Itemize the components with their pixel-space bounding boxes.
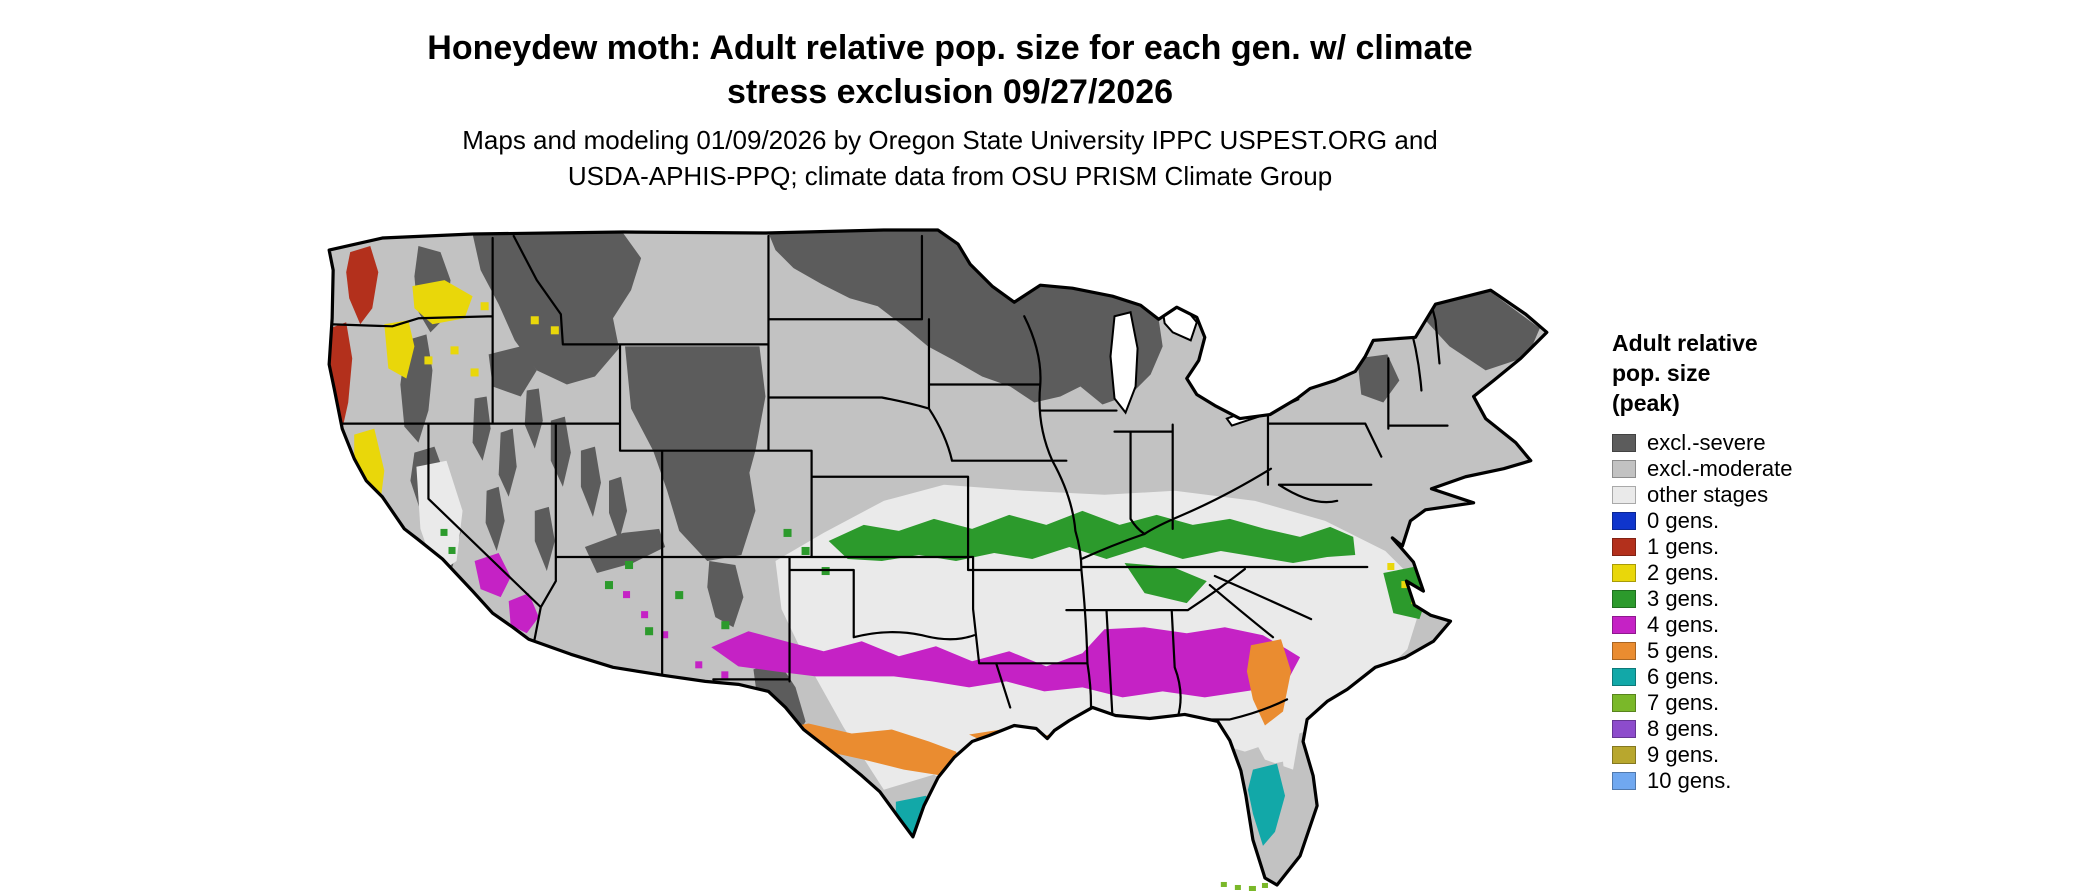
- page-subtitle: Maps and modeling 01/09/2026 by Oregon S…: [0, 122, 1900, 194]
- legend-swatch: [1612, 590, 1636, 608]
- layer-excl-moderate-patches: [883, 761, 1288, 860]
- legend-item: 3 gens.: [1612, 586, 1793, 612]
- legend-swatch: [1612, 512, 1636, 530]
- legend-item: excl.-moderate: [1612, 456, 1793, 482]
- title-line-2: stress exclusion 09/27/2026: [726, 73, 1174, 111]
- legend-item: 6 gens.: [1612, 664, 1793, 690]
- legend-item: 9 gens.: [1612, 742, 1793, 768]
- legend-item-label: excl.-moderate: [1647, 456, 1793, 481]
- legend-item: 2 gens.: [1612, 560, 1793, 586]
- legend-swatch: [1612, 460, 1636, 478]
- legend-item-label: 5 gens.: [1647, 638, 1720, 663]
- legend-item: other stages: [1612, 482, 1793, 508]
- legend-title-line-3: (peak): [1612, 390, 1680, 416]
- legend-swatch: [1612, 694, 1636, 712]
- legend-item: excl.-severe: [1612, 430, 1793, 456]
- legend-swatch: [1612, 616, 1636, 634]
- legend-item-label: 6 gens.: [1647, 664, 1720, 689]
- legend-swatch: [1612, 564, 1636, 582]
- legend-swatch: [1612, 538, 1636, 556]
- state-borders: [329, 234, 1449, 723]
- layer-3-gens: [440, 510, 1430, 662]
- legend-item-label: other stages: [1647, 482, 1769, 507]
- legend-item: 0 gens.: [1612, 508, 1793, 534]
- legend-item-label: 8 gens.: [1647, 716, 1720, 741]
- legend-item-label: excl.-severe: [1647, 430, 1766, 455]
- legend-item-label: 1 gens.: [1647, 534, 1720, 559]
- legend-item: 5 gens.: [1612, 638, 1793, 664]
- map-area: [322, 228, 1566, 892]
- legend-title: Adult relative pop. size (peak): [1612, 328, 1793, 418]
- subtitle-line-1: Maps and modeling 01/09/2026 by Oregon S…: [462, 125, 1438, 155]
- subtitle-line-2: USDA-APHIS-PPQ; climate data from OSU PR…: [567, 161, 1333, 191]
- legend-item-label: 10 gens.: [1647, 768, 1732, 793]
- legend-swatch: [1612, 720, 1636, 738]
- legend-item-label: 0 gens.: [1647, 508, 1720, 533]
- legend-swatch: [1612, 668, 1636, 686]
- legend-item-label: 2 gens.: [1647, 560, 1720, 585]
- map-legend: Adult relative pop. size (peak) excl.-se…: [1612, 328, 1793, 794]
- us-map: [327, 228, 1549, 891]
- legend-swatch: [1612, 746, 1636, 764]
- legend-item: 7 gens.: [1612, 690, 1793, 716]
- legend-item-label: 9 gens.: [1647, 742, 1720, 767]
- legend-item: 10 gens.: [1612, 768, 1793, 794]
- page-title: Honeydew moth: Adult relative pop. size …: [0, 26, 1900, 114]
- legend-item-label: 4 gens.: [1647, 612, 1720, 637]
- legend-item-label: 3 gens.: [1647, 586, 1720, 611]
- legend-swatch: [1612, 772, 1636, 790]
- legend-title-line-1: Adult relative: [1612, 330, 1758, 356]
- title-line-1: Honeydew moth: Adult relative pop. size …: [427, 29, 1473, 67]
- legend-item-label: 7 gens.: [1647, 690, 1720, 715]
- legend-swatch: [1612, 434, 1636, 452]
- legend-item: 4 gens.: [1612, 612, 1793, 638]
- legend-items: excl.-severe excl.-moderate other stages 0 …: [1612, 430, 1793, 794]
- layer-7-gens-keys: [1220, 881, 1268, 891]
- legend-item: 8 gens.: [1612, 716, 1793, 742]
- legend-swatch: [1612, 642, 1636, 660]
- legend-item: 1 gens.: [1612, 534, 1793, 560]
- lake-michigan: [1109, 311, 1139, 415]
- legend-title-line-2: pop. size: [1612, 360, 1711, 386]
- legend-swatch: [1612, 486, 1636, 504]
- us-outline: [327, 228, 1549, 887]
- layer-6-gens: [895, 763, 1286, 846]
